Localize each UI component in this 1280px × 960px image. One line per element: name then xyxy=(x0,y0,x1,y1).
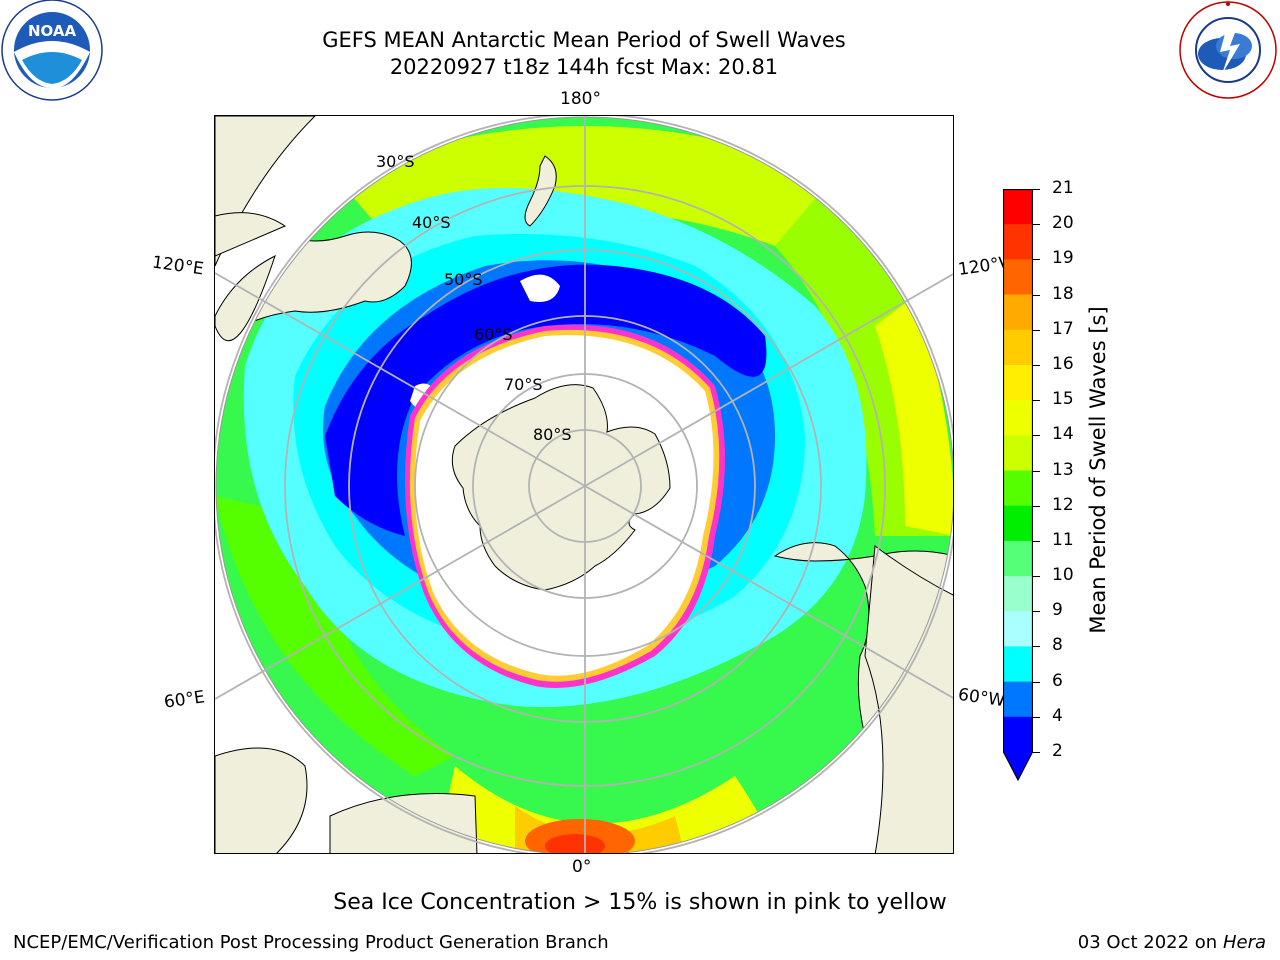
lon-label-180: 180° xyxy=(560,89,601,109)
colorbar-segment xyxy=(1003,435,1033,471)
colorbar-tick-label: 16 xyxy=(1052,353,1074,374)
colorbar-segment xyxy=(1003,189,1033,225)
colorbar-tick-mark xyxy=(1033,716,1040,718)
nws-logo xyxy=(1179,1,1277,99)
lon-label-60w: 60°W xyxy=(956,684,1007,712)
lon-label-60e: 60°E xyxy=(162,687,207,713)
colorbar-tick-mark xyxy=(1033,329,1040,331)
lat-label-70s: 70°S xyxy=(504,375,543,394)
colorbar-tick-mark xyxy=(1033,470,1040,472)
colorbar-tick-mark xyxy=(1033,646,1040,648)
colorbar-tick-mark xyxy=(1033,505,1040,507)
colorbar-label: Mean Period of Swell Waves [s] xyxy=(1086,306,1110,634)
colorbar-tick-label: 18 xyxy=(1052,283,1074,304)
colorbar-tick-mark xyxy=(1033,611,1040,613)
colorbar-tick-label: 10 xyxy=(1052,565,1074,586)
colorbar-segment xyxy=(1003,364,1033,401)
colorbar xyxy=(1003,189,1033,782)
colorbar-tick-mark xyxy=(1033,576,1040,578)
colorbar-tick-label: 9 xyxy=(1052,600,1063,621)
colorbar-segment xyxy=(1003,224,1033,260)
colorbar-tick-label: 13 xyxy=(1052,459,1074,480)
lat-label-40s: 40°S xyxy=(412,213,451,232)
colorbar-tick-label: 19 xyxy=(1052,248,1074,269)
colorbar-tick-label: 15 xyxy=(1052,389,1074,410)
colorbar-tick-label: 21 xyxy=(1052,178,1074,198)
colorbar-frame xyxy=(1003,189,1033,782)
colorbar-segment xyxy=(1003,576,1033,612)
colorbar-segment xyxy=(1003,400,1033,436)
noaa-logo-text: NOAA xyxy=(28,22,77,40)
colorbar-segment xyxy=(1003,716,1033,753)
colorbar-segment xyxy=(1003,540,1033,577)
new-zealand-land xyxy=(524,155,557,227)
colorbar-tick-mark xyxy=(1033,752,1040,753)
colorbar-tick-label: 12 xyxy=(1052,494,1074,515)
colorbar-tick-mark xyxy=(1033,364,1040,366)
sea-ice-note: Sea Ice Concentration > 15% is shown in … xyxy=(333,890,947,915)
colorbar-segment xyxy=(1003,329,1033,366)
colorbar-tick-mark xyxy=(1033,435,1040,437)
colorbar-segment xyxy=(1003,681,1033,718)
colorbar-tick-label: 11 xyxy=(1052,529,1074,550)
colorbar-tick-label: 6 xyxy=(1052,670,1063,691)
lat-label-80s: 80°S xyxy=(533,425,572,444)
polar-map xyxy=(214,115,954,854)
colorbar-segment xyxy=(1003,646,1033,683)
colorbar-tick-mark xyxy=(1033,189,1040,190)
colorbar-tick-label: 14 xyxy=(1052,424,1074,445)
colorbar-tick-label: 17 xyxy=(1052,318,1074,339)
footer-date: 03 Oct 2022 on Hera xyxy=(1078,932,1266,953)
colorbar-segment xyxy=(1003,259,1033,296)
graticule xyxy=(215,116,953,853)
chart-title: GEFS MEAN Antarctic Mean Period of Swell… xyxy=(322,28,846,52)
colorbar-segment xyxy=(1003,294,1033,331)
colorbar-tick-label: 2 xyxy=(1052,741,1063,761)
colorbar-tick-mark xyxy=(1033,224,1040,226)
chart-subtitle: 20220927 t18z 144h fcst Max: 20.81 xyxy=(389,55,779,79)
colorbar-segment xyxy=(1003,470,1033,507)
colorbar-under-arrow xyxy=(1004,752,1032,779)
colorbar-tick-mark xyxy=(1033,540,1040,542)
colorbar-tick-label: 4 xyxy=(1052,705,1063,726)
noaa-logo: NOAA xyxy=(1,0,103,101)
lon-label-0: 0° xyxy=(572,857,592,877)
footer-date-text: 03 Oct 2022 on xyxy=(1077,932,1218,953)
colorbar-segment xyxy=(1003,505,1033,542)
colorbar-tick-mark xyxy=(1033,400,1040,402)
lat-label-30s: 30°S xyxy=(376,152,415,171)
lat-label-60s: 60°S xyxy=(474,325,513,344)
colorbar-tick-mark xyxy=(1033,259,1040,261)
footer-host: Hera xyxy=(1222,932,1266,953)
colorbar-segment xyxy=(1003,611,1033,647)
lon-label-120e: 120°E xyxy=(150,252,205,280)
colorbar-tick-mark xyxy=(1033,294,1040,296)
colorbar-tick-label: 8 xyxy=(1052,635,1063,656)
polar-map-canvas xyxy=(215,116,953,853)
lat-label-50s: 50°S xyxy=(444,270,483,289)
colorbar-tick-label: 20 xyxy=(1052,213,1074,234)
colorbar-tick-mark xyxy=(1033,681,1040,683)
footer-credit: NCEP/EMC/Verification Post Processing Pr… xyxy=(13,932,609,953)
